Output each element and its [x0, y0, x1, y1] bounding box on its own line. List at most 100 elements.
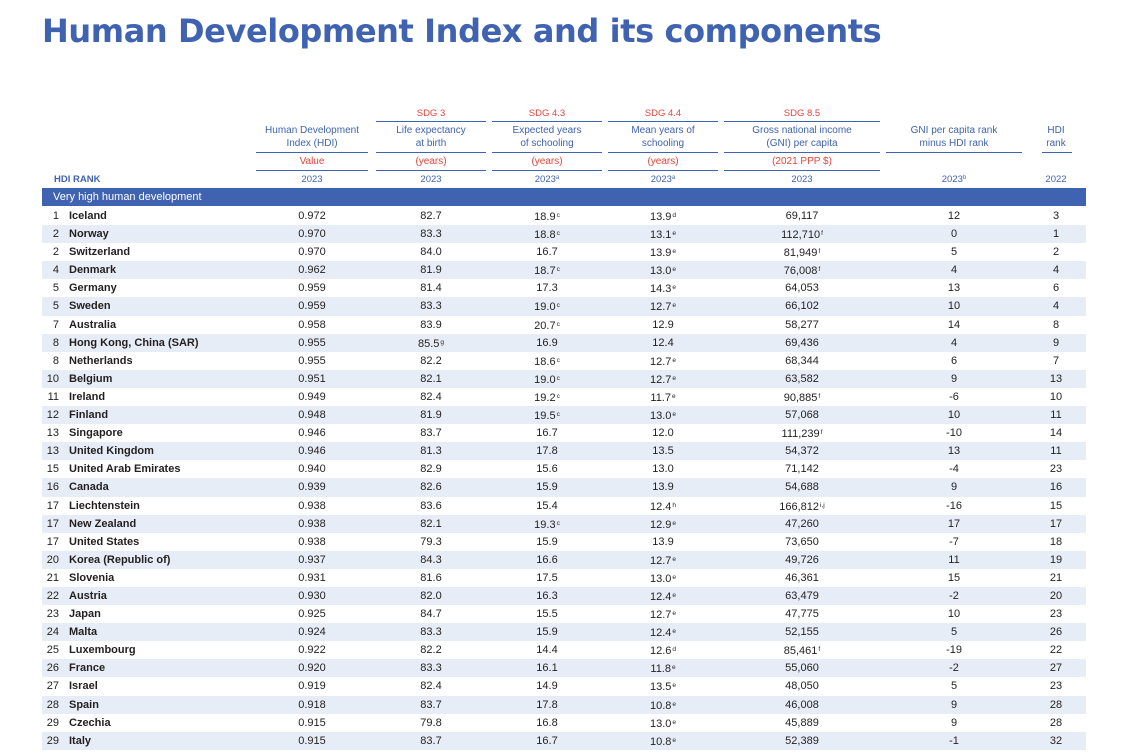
diff-value: 9 — [950, 481, 958, 494]
hdi-value: 0.922 — [298, 644, 326, 657]
eys-cell: 19.2c — [492, 388, 602, 407]
gni-cell: 68,344 — [724, 352, 880, 370]
eys-value: 16.6 — [536, 553, 558, 566]
header-rule — [1042, 152, 1072, 153]
rank2022-cell: 2 — [1030, 243, 1082, 261]
hdi-cell: 0.925 — [256, 605, 368, 623]
gni-value: 49,726 — [785, 553, 819, 566]
rank2022-cell: 17 — [1030, 515, 1082, 533]
eys-cell: 16.9 — [492, 334, 602, 352]
rank2022-value: 16 — [1049, 481, 1063, 494]
le-value: 84.7 — [420, 608, 442, 621]
eys-value: 14.4 — [536, 644, 558, 657]
group-band: Very high human development — [42, 188, 1086, 206]
le-cell: 84.0 — [376, 243, 486, 261]
diff-cell: 11 — [886, 551, 1022, 569]
footnote-marker: e — [672, 284, 677, 292]
gni-cell: 46,361 — [724, 569, 880, 587]
table-row: 26 France 0.920 83.3 16.1 11.8e 55,060 -2 27 — [42, 659, 1086, 678]
country-name-cell: Italy — [69, 734, 92, 747]
rank2022-cell: 8 — [1030, 316, 1082, 334]
le-value: 83.3 — [420, 662, 442, 675]
gni-value: 112,710 — [781, 229, 821, 242]
mys-cell: 12.7e — [608, 370, 718, 389]
table-row: 8 Hong Kong, China (SAR) 0.955 85.5g 16.9 12.… — [42, 333, 1086, 353]
hdi-cell: 0.949 — [256, 388, 368, 406]
footnote-marker: e — [672, 682, 677, 690]
country-name-cell: United States — [69, 535, 140, 548]
le-cell: 83.6 — [376, 497, 486, 515]
mys-value: 12.9 — [652, 318, 674, 331]
le-cell: 85.5g — [376, 334, 486, 353]
rank2022-cell: 13 — [1030, 370, 1082, 388]
gni-cell: 48,050 — [724, 677, 880, 695]
gni-cell: 63,582 — [724, 370, 880, 388]
page-title: Human Development Index and its componen… — [42, 12, 882, 50]
hdi-cell: 0.970 — [256, 243, 368, 261]
footnote-marker: f — [818, 248, 821, 256]
rank2022-cell: 4 — [1030, 297, 1082, 315]
le-cell: 82.1 — [376, 370, 486, 388]
hdi-cell: 0.938 — [256, 533, 368, 551]
hdi-cell: 0.959 — [256, 297, 368, 315]
table-row: 24 Malta 0.924 83.3 15.9 12.4e 52,155 5 26 — [42, 623, 1086, 642]
hdi-cell: 0.951 — [256, 370, 368, 388]
country-name-cell: Slovenia — [69, 571, 115, 584]
eys-value: 16.3 — [536, 589, 558, 602]
mys-value: 14.3 — [649, 283, 672, 296]
mys-cell: 13.9d — [608, 207, 718, 226]
hdi-value: 0.970 — [298, 246, 326, 259]
country-name-cell: Czechia — [69, 716, 111, 729]
diff-cell: -2 — [886, 659, 1022, 677]
rank2022-cell: 16 — [1030, 478, 1082, 496]
country-name-cell: Luxembourg — [69, 644, 136, 657]
gni-cell: 47,260 — [724, 515, 880, 533]
table-row: 23 Japan 0.925 84.7 15.5 12.7e 47,775 10 23 — [42, 605, 1086, 623]
footnote-marker: c — [556, 374, 560, 382]
le-value: 81.9 — [420, 264, 442, 277]
diff-cell: -6 — [886, 388, 1022, 406]
footnote-marker: e — [672, 628, 677, 636]
le-value: 81.6 — [420, 571, 442, 584]
diff-cell: 0 — [886, 225, 1022, 243]
hdi-rank-cell: 29 — [46, 716, 59, 729]
gni-cell: 111,239f — [724, 424, 880, 443]
country-name-cell: Sweden — [69, 300, 111, 313]
footnote-marker: f — [818, 266, 821, 274]
le-cell: 81.3 — [376, 442, 486, 460]
le-value: 82.4 — [420, 390, 442, 403]
mys-value: 12.4 — [652, 336, 674, 349]
sdg-label: SDG 3 — [416, 108, 446, 119]
eys-cell: 20.7c — [492, 316, 602, 335]
mys-cell: 13.0e — [608, 406, 718, 425]
footnote-marker: h — [672, 501, 677, 509]
rank2022-value: 11 — [1050, 445, 1062, 458]
diff-value: -4 — [949, 463, 959, 476]
column-header-hdi-rank: HDI rank — [1046, 125, 1066, 149]
hdi-value: 0.937 — [298, 553, 326, 566]
diff-cell: 5 — [886, 243, 1022, 261]
mys-value: 12.4 — [649, 590, 672, 603]
le-cell: 83.7 — [376, 696, 486, 714]
diff-cell: -2 — [886, 587, 1022, 605]
diff-cell: 6 — [886, 352, 1022, 370]
hdi-cell: 0.915 — [256, 732, 368, 750]
mys-value: 12.9 — [649, 518, 672, 531]
diff-cell: 15 — [886, 569, 1022, 587]
hdi-value: 0.925 — [298, 608, 326, 621]
mys-cell: 13.9 — [608, 533, 718, 551]
le-value: 81.3 — [420, 445, 442, 458]
hdi-value: 0.948 — [298, 409, 326, 422]
mys-value: 12.7 — [649, 609, 672, 622]
mys-cell: 12.0 — [608, 424, 718, 442]
country-name-cell: Canada — [69, 481, 109, 494]
hdi-rank-cell: 2 — [52, 228, 59, 241]
rank2022-value: 2 — [1052, 246, 1060, 259]
le-cell: 82.4 — [376, 388, 486, 406]
sdg-label: SDG 4.4 — [644, 108, 682, 119]
eys-cell: 19.3c — [492, 515, 602, 534]
gni-cell: 166,812i,j — [724, 497, 880, 516]
hdi-value: 0.955 — [298, 354, 326, 367]
diff-cell: 4 — [886, 334, 1022, 352]
unit-label: (2021 PPP $) — [772, 156, 832, 167]
